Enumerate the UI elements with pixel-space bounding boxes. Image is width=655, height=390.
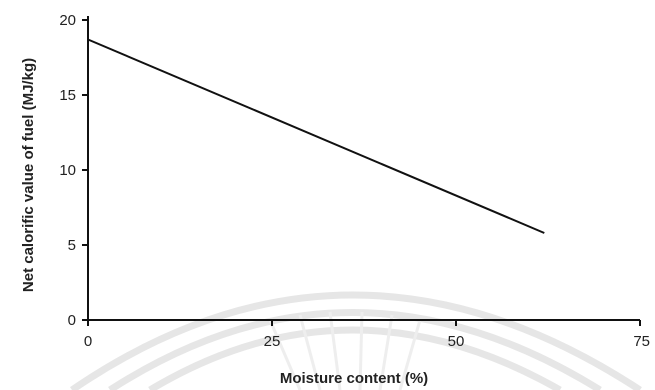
- x-tick-label: 0: [84, 333, 92, 350]
- y-axis-title: Net calorific value of fuel (MJ/kg): [20, 58, 37, 292]
- background-watermark-arcs: [70, 291, 642, 390]
- x-tick-label: 75: [633, 333, 650, 350]
- y-tick-label: 0: [68, 312, 76, 329]
- y-tick-label: 15: [59, 87, 76, 104]
- x-tick-label: 25: [264, 333, 281, 350]
- y-axis-ticks: 0 5 10 15 20: [59, 12, 88, 329]
- series-line: [87, 38, 545, 234]
- plot-area: [87, 38, 545, 234]
- x-tick-label: 50: [448, 333, 465, 350]
- y-tick-label: 10: [59, 162, 76, 179]
- y-tick-label: 5: [68, 237, 76, 254]
- background-watermark-rays: [268, 311, 422, 390]
- y-tick-label: 20: [59, 12, 76, 29]
- x-axis-title: Moisture content (%): [280, 370, 428, 387]
- x-axis-ticks: 0 25 50 75: [84, 320, 650, 350]
